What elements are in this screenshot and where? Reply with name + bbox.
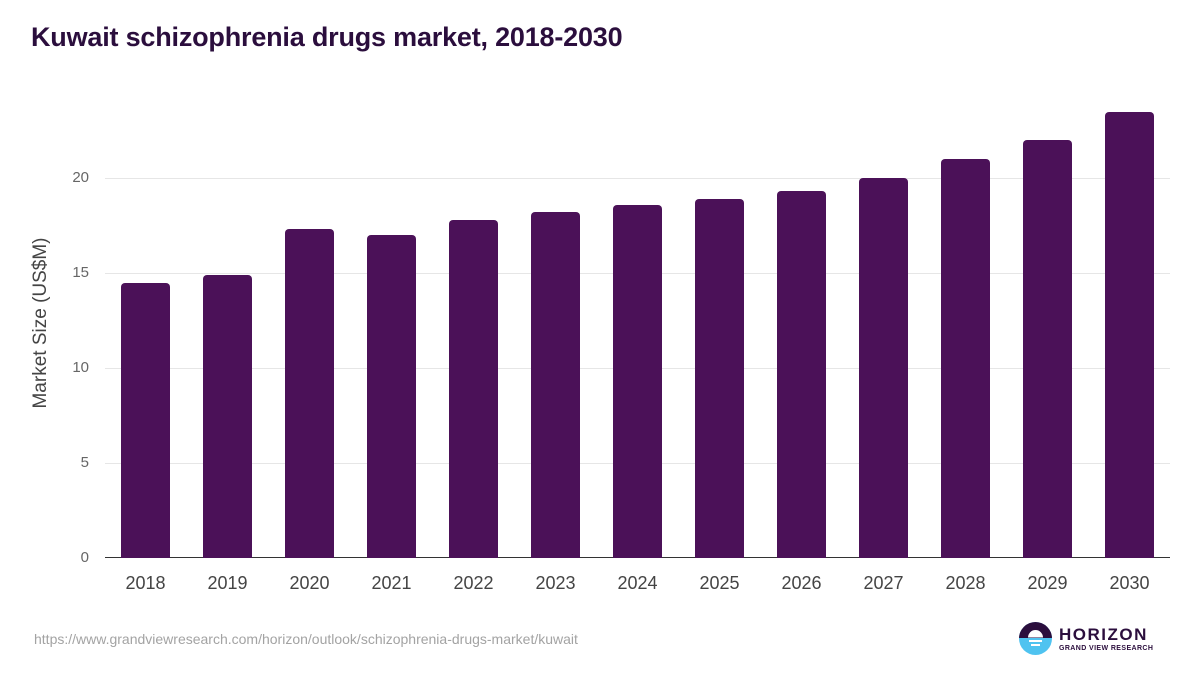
y-tick-label: 20 <box>72 169 89 186</box>
x-tick-label: 2018 <box>125 573 166 593</box>
bar-2022[interactable] <box>449 219 498 558</box>
x-tick-label: 2019 <box>207 573 248 593</box>
x-tick-label: 2022 <box>453 573 494 593</box>
logo-name: HORIZON <box>1059 624 1148 644</box>
horizon-logo: HORIZON GRAND VIEW RESEARCH <box>1019 622 1153 655</box>
x-tick-label: 2025 <box>699 573 740 593</box>
bar-2020[interactable] <box>285 229 334 558</box>
bar-2027[interactable] <box>859 178 908 558</box>
bar-2028[interactable] <box>941 159 990 558</box>
y-tick-label: 15 <box>72 264 89 281</box>
x-tick-label: 2020 <box>289 573 330 593</box>
y-tick-label: 5 <box>80 454 89 471</box>
bar-2023[interactable] <box>531 212 580 558</box>
bar-2021[interactable] <box>367 235 416 558</box>
x-tick-label: 2030 <box>1109 573 1150 593</box>
bar-2024[interactable] <box>613 204 662 558</box>
chart-title: Kuwait schizophrenia drugs market, 2018-… <box>31 22 623 52</box>
bar-2018[interactable] <box>121 282 170 558</box>
gridline <box>105 178 1170 179</box>
x-tick-label: 2029 <box>1027 573 1068 593</box>
bar-2025[interactable] <box>695 198 744 558</box>
plot-area <box>105 80 1170 558</box>
x-tick-label: 2028 <box>945 573 986 593</box>
x-tick-label: 2026 <box>781 573 822 593</box>
bar-2026[interactable] <box>777 191 826 558</box>
x-tick-label: 2021 <box>371 573 412 593</box>
source-url: https://www.grandviewresearch.com/horizo… <box>34 631 578 647</box>
bar-2029[interactable] <box>1023 140 1072 558</box>
y-tick-label: 0 <box>80 549 89 566</box>
bar-2030[interactable] <box>1105 111 1154 558</box>
horizon-sun-logo-icon <box>1019 622 1052 655</box>
x-tick-label: 2024 <box>617 573 658 593</box>
y-tick-label: 10 <box>72 359 89 376</box>
logo-subtitle: GRAND VIEW RESEARCH <box>1059 644 1154 652</box>
bar-2019[interactable] <box>203 274 252 558</box>
x-tick-label: 2027 <box>863 573 904 593</box>
x-tick-label: 2023 <box>535 573 576 593</box>
